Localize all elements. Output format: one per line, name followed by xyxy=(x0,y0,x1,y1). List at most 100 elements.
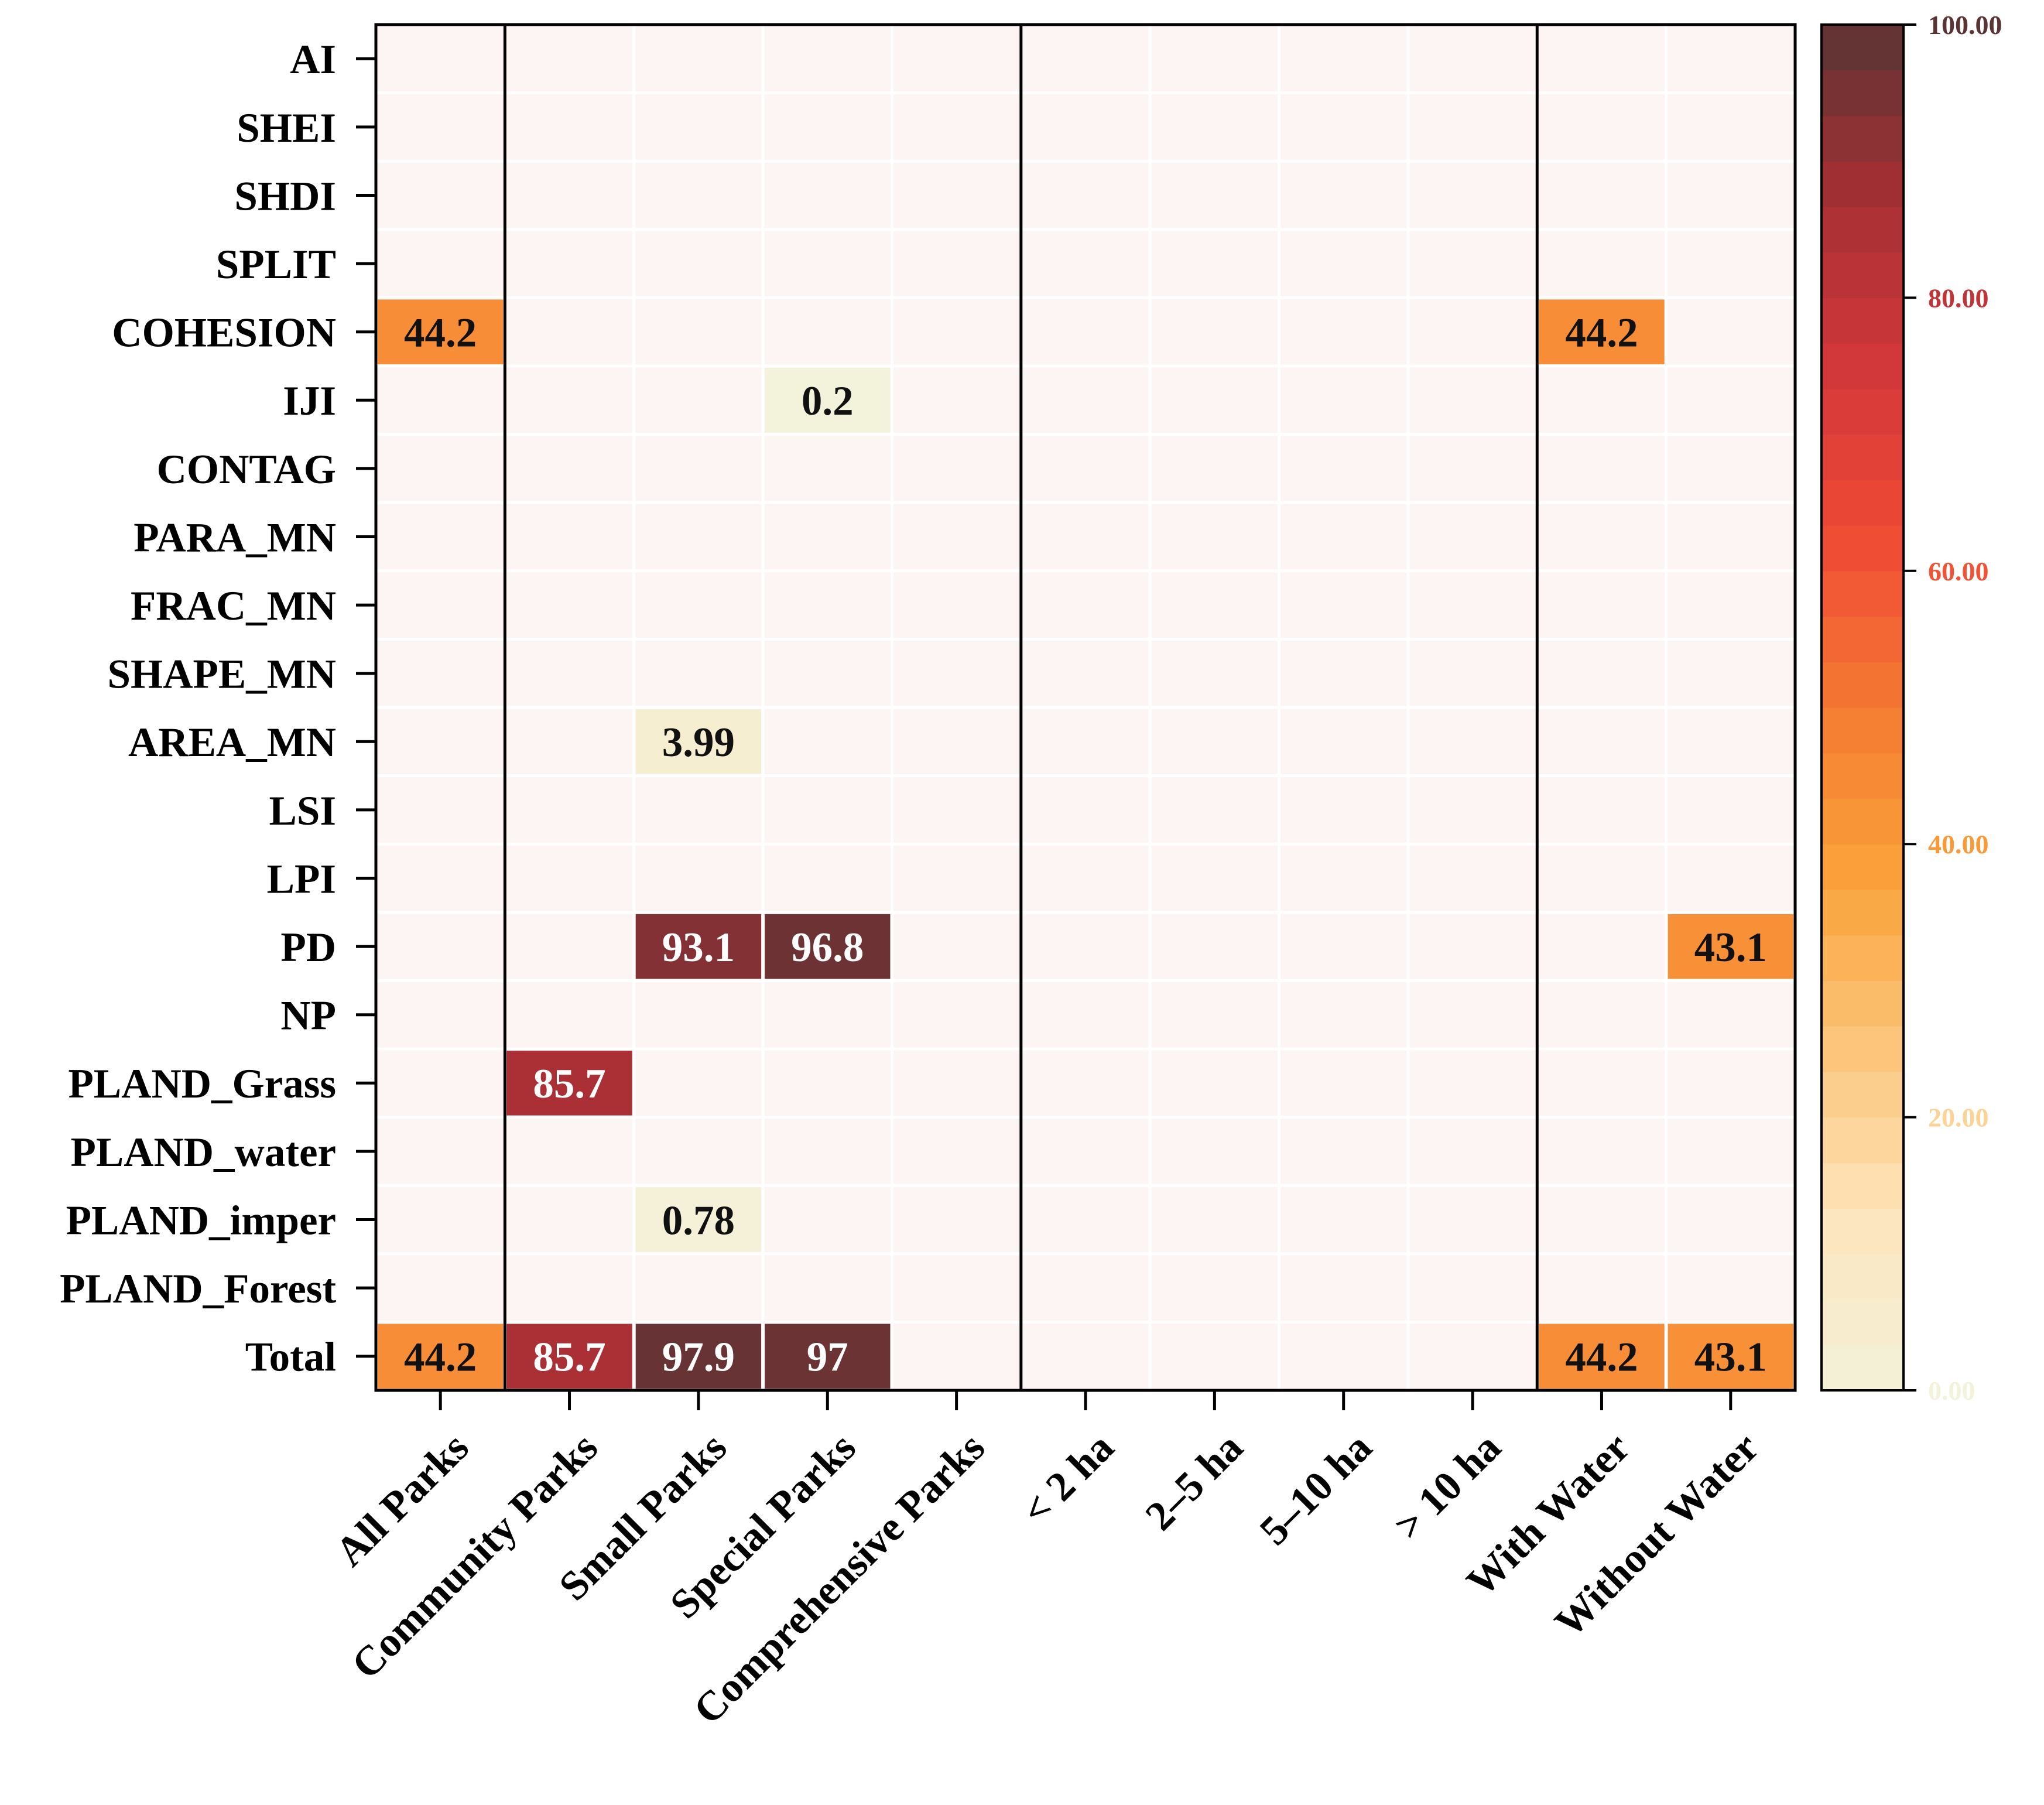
empty-cell xyxy=(1538,709,1665,775)
empty-cell xyxy=(1022,1187,1149,1253)
empty-cell xyxy=(1281,299,1407,365)
y-tick-label-cohesion: COHESION xyxy=(112,310,336,356)
empty-cell xyxy=(764,162,891,228)
empty-cell xyxy=(1409,367,1536,433)
plot-frame xyxy=(374,23,1797,1392)
empty-cell xyxy=(1151,1323,1278,1389)
empty-cell xyxy=(1668,1119,1794,1184)
empty-cell xyxy=(635,1255,762,1321)
empty-cell xyxy=(1668,299,1794,365)
empty-cell xyxy=(635,1050,762,1116)
cell-value-label: 97 xyxy=(807,1335,848,1380)
cell-value-label: 3.99 xyxy=(662,720,735,765)
empty-cell xyxy=(893,504,1020,570)
empty-cell xyxy=(1022,367,1149,433)
empty-cell xyxy=(1281,572,1407,638)
empty-cell xyxy=(1538,1050,1665,1116)
y-tick-label-shei: SHEI xyxy=(237,105,336,151)
empty-cell xyxy=(1538,1119,1665,1184)
empty-cell xyxy=(377,1187,504,1253)
empty-cell xyxy=(893,1119,1020,1184)
empty-cell xyxy=(1022,299,1149,365)
colorbar-segment xyxy=(1822,662,1903,708)
empty-cell xyxy=(506,777,633,843)
empty-cell xyxy=(1409,504,1536,570)
colorbar-segment xyxy=(1822,480,1903,526)
empty-cell xyxy=(377,1255,504,1321)
empty-cell xyxy=(1151,1187,1278,1253)
heatmap-cell xyxy=(378,299,504,364)
y-tick-label-pland-imper: PLAND_imper xyxy=(66,1198,336,1243)
empty-cell xyxy=(764,436,891,501)
y-tick-label-lsi: LSI xyxy=(269,788,336,834)
empty-cell xyxy=(506,982,633,1048)
plot-border xyxy=(374,23,1797,1392)
empty-cell xyxy=(1281,162,1407,228)
cell-value-label: 0.78 xyxy=(662,1198,735,1243)
empty-cell xyxy=(893,231,1020,296)
empty-cell xyxy=(1151,504,1278,570)
empty-cell xyxy=(1538,914,1665,979)
empty-cell xyxy=(764,845,891,911)
empty-cell xyxy=(1151,1119,1278,1184)
empty-cell xyxy=(764,640,891,706)
empty-cell xyxy=(1281,26,1407,92)
colorbar-segment xyxy=(1822,525,1903,572)
empty-cell xyxy=(893,1255,1020,1321)
heatmap-cell xyxy=(765,1324,891,1389)
empty-cell xyxy=(506,1187,633,1253)
empty-cell xyxy=(506,572,633,638)
cell-value-label: 44.2 xyxy=(404,1335,477,1380)
y-tick-label-pland-forest: PLAND_Forest xyxy=(60,1266,336,1312)
y-axis: AI SHEI SHDI SPLIT COHESION IJI CONTAG PARA_MN F… xyxy=(60,37,376,1380)
empty-cell xyxy=(1281,1323,1407,1389)
empty-cell xyxy=(1022,94,1149,160)
empty-cell xyxy=(506,709,633,775)
empty-cell xyxy=(1409,299,1536,365)
empty-cell xyxy=(377,436,504,501)
empty-cell xyxy=(1538,436,1665,501)
empty-cell xyxy=(764,1050,891,1116)
y-tick-label-shape-mn: SHAPE_MN xyxy=(108,652,337,698)
cell-value-label: 44.2 xyxy=(1565,1335,1638,1380)
empty-cell xyxy=(1281,436,1407,501)
heatmap-cells xyxy=(377,26,1794,1389)
empty-cell xyxy=(635,26,762,92)
empty-cell xyxy=(1409,914,1536,979)
empty-cell xyxy=(764,94,891,160)
heatmap-cell xyxy=(635,914,762,979)
empty-cell xyxy=(893,26,1020,92)
empty-cell xyxy=(377,94,504,160)
empty-cell xyxy=(1668,94,1794,160)
empty-cell xyxy=(1668,367,1794,433)
colorbar-segment xyxy=(1822,753,1903,799)
empty-cell xyxy=(764,231,891,296)
empty-cell xyxy=(1409,26,1536,92)
colorbar-segment xyxy=(1822,388,1903,435)
empty-cell xyxy=(1409,982,1536,1048)
empty-cell xyxy=(377,26,504,92)
empty-cell xyxy=(506,436,633,501)
colorbar-segment xyxy=(1822,616,1903,662)
colorbar-segment xyxy=(1822,1299,1903,1345)
y-tick-label-frac-mn: FRAC_MN xyxy=(131,583,336,629)
empty-cell xyxy=(635,845,762,911)
empty-cell xyxy=(1281,640,1407,706)
y-tick-label-iji: IJI xyxy=(283,378,336,424)
empty-cell xyxy=(506,504,633,570)
empty-cell xyxy=(377,845,504,911)
empty-cell xyxy=(1668,162,1794,228)
heatmap-cell xyxy=(1668,914,1793,979)
empty-cell xyxy=(1281,1255,1407,1321)
empty-cell xyxy=(1022,914,1149,979)
empty-cell xyxy=(1409,1323,1536,1389)
empty-cell xyxy=(764,709,891,775)
empty-cell xyxy=(1538,231,1665,296)
empty-cell xyxy=(893,572,1020,638)
cell-value-label: 44.2 xyxy=(404,310,477,356)
empty-cell xyxy=(1409,231,1536,296)
empty-cell xyxy=(635,640,762,706)
empty-cell xyxy=(1409,572,1536,638)
colorbar-segment xyxy=(1822,1071,1903,1118)
